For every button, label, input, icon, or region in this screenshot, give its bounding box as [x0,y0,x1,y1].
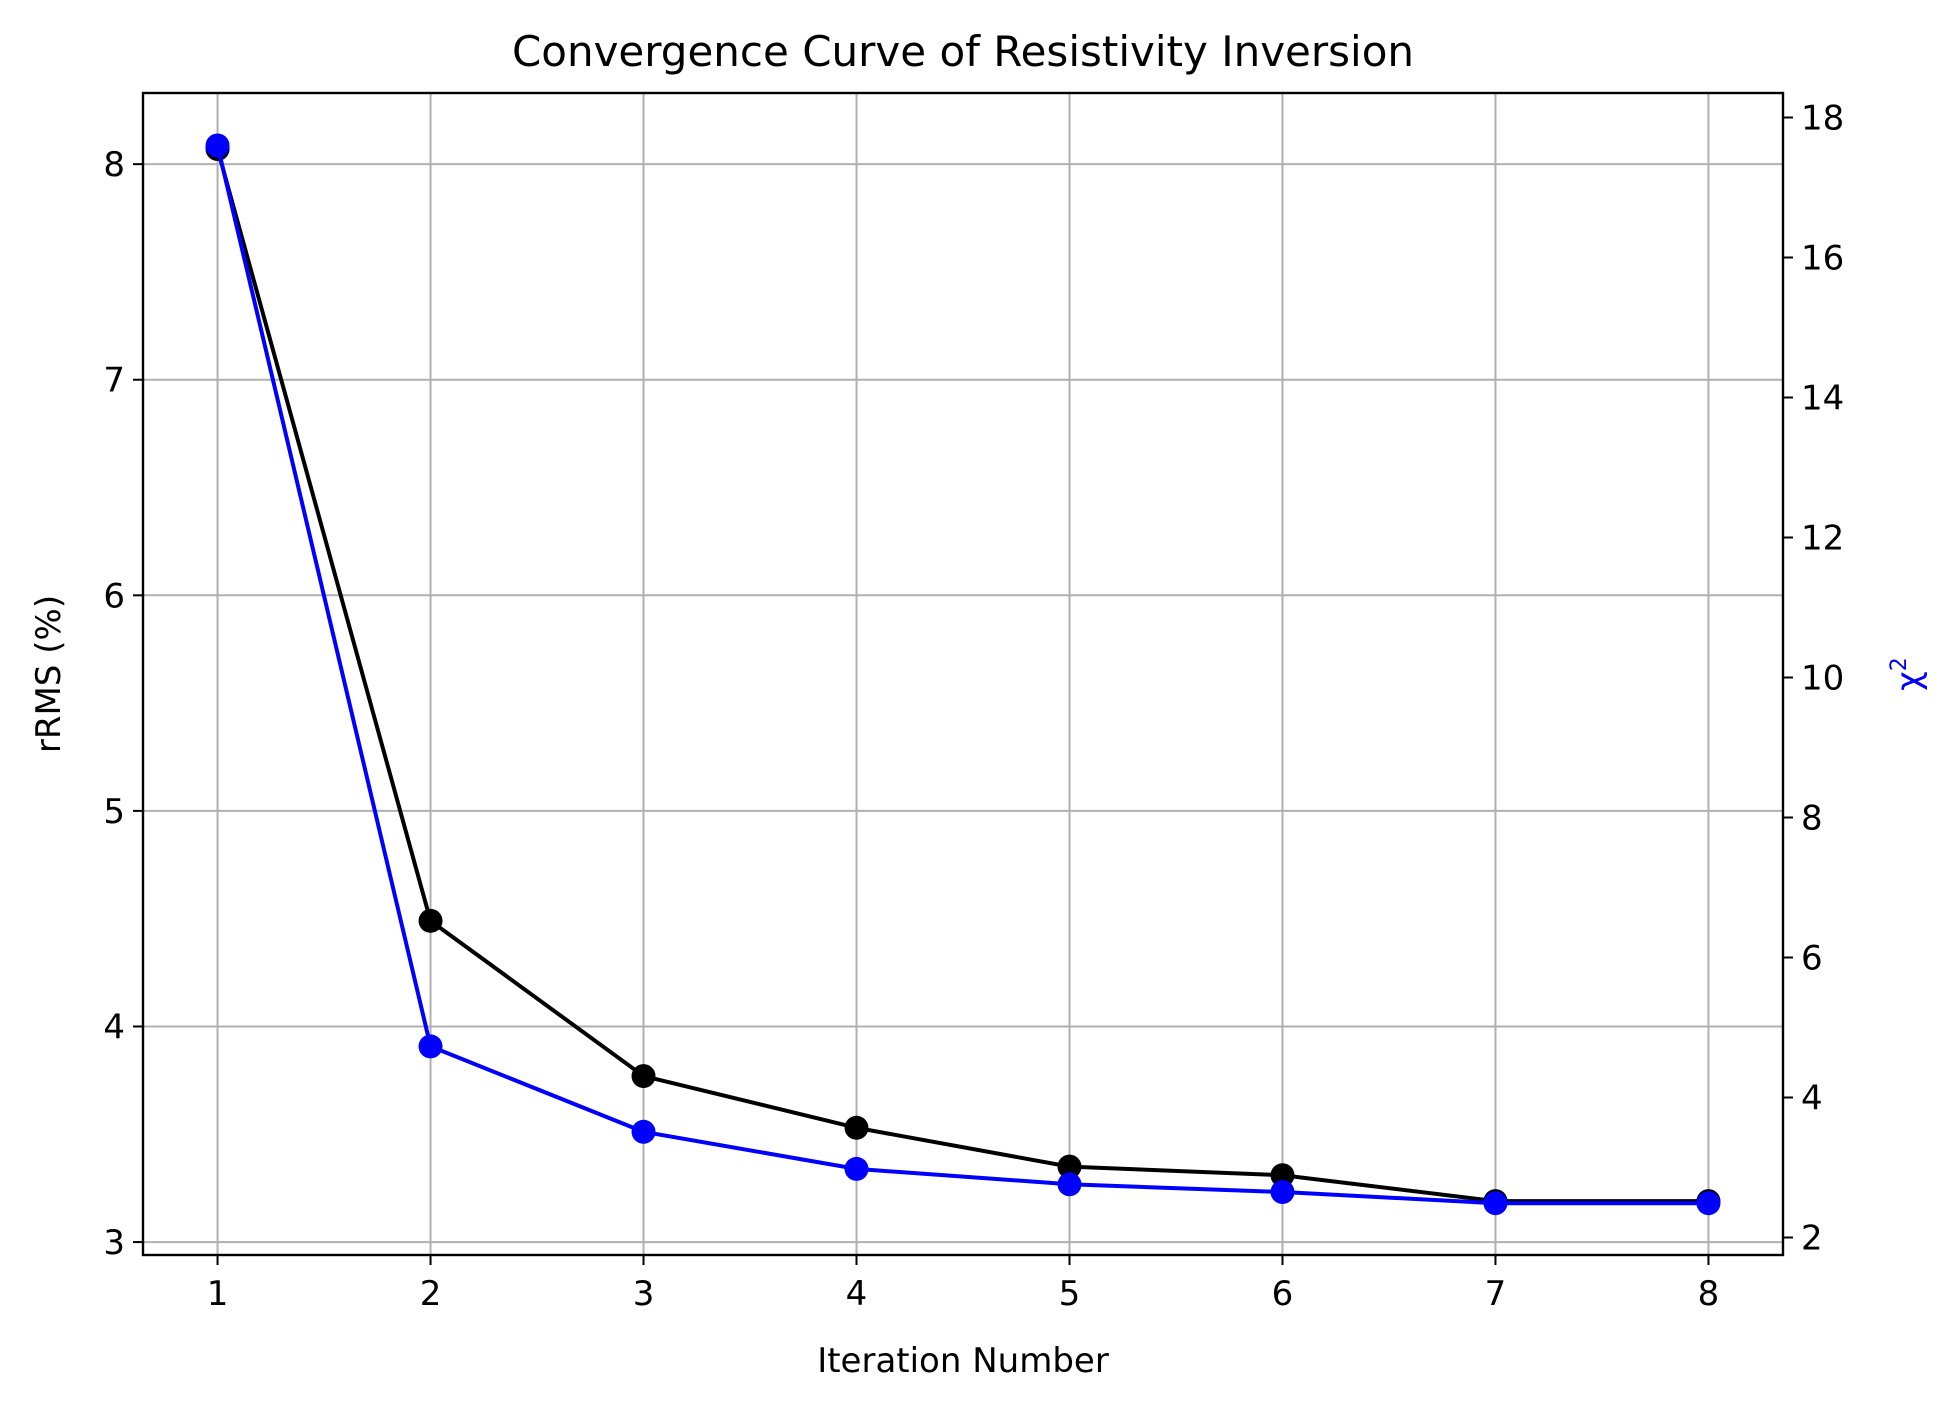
plot-frame [141,91,1785,1257]
chart-title: Convergence Curve of Resistivity Inversi… [512,27,1414,76]
y-axis-label-right: χ2 [1887,657,1929,691]
series-line-left [215,148,1709,1204]
x-tick-label: 7 [1485,1274,1507,1314]
y-tick-label-right: 6 [1801,939,1823,979]
y-axis-label-left: rRMS (%) [29,595,69,753]
x-tick-label: 2 [420,1274,442,1314]
x-tick-label: 5 [1059,1274,1081,1314]
y-tick-label-left: 8 [103,145,125,185]
data-point-right [418,1034,443,1059]
axes [141,91,1785,1257]
y-tick-label-right: 2 [1801,1219,1823,1259]
data-point-right [631,1119,656,1144]
data-point-right [1270,1180,1295,1204]
data-point-left [1270,1163,1295,1188]
x-tick-label: 4 [846,1274,868,1314]
y-tick-label-right: 10 [1801,659,1844,699]
data-point-left [844,1115,869,1140]
y-tick-label-left: 4 [103,1007,125,1047]
svg-text:χ2: χ2 [1887,657,1929,691]
x-tick-label: 6 [1272,1274,1294,1314]
series-line-right [215,145,1709,1206]
y-tick-label-right: 14 [1801,379,1844,419]
data-point-right [1483,1191,1508,1216]
y-tick-label-right: 18 [1801,99,1844,139]
y-axis-label-right-superscript: 2 [1887,657,1912,671]
x-tick-label: 8 [1698,1274,1720,1314]
series-layer [205,133,1721,1216]
y-tick-label-right: 4 [1801,1079,1823,1119]
data-point-right [205,133,230,158]
x-tick-label: 3 [633,1274,655,1314]
y-tick-label-left: 7 [103,361,125,401]
data-point-right [1696,1191,1721,1216]
y-tick-label-left: 3 [103,1223,125,1263]
y-tick-label-left: 6 [103,576,125,616]
data-point-left [631,1064,656,1089]
y-tick-label-right: 8 [1801,799,1823,839]
data-point-left [418,908,443,933]
data-point-left [1057,1154,1082,1179]
data-point-right [1057,1172,1082,1197]
x-tick-label: 1 [207,1274,229,1314]
x-axis-label: Iteration Number [817,1341,1109,1381]
data-point-right [844,1156,869,1181]
y-tick-label-right: 16 [1801,239,1844,279]
y-tick-label-right: 12 [1801,519,1844,559]
grid [143,93,1783,1255]
y-tick-label-left: 5 [103,792,125,832]
y-axis-label-right-symbol: χ [1889,671,1929,691]
